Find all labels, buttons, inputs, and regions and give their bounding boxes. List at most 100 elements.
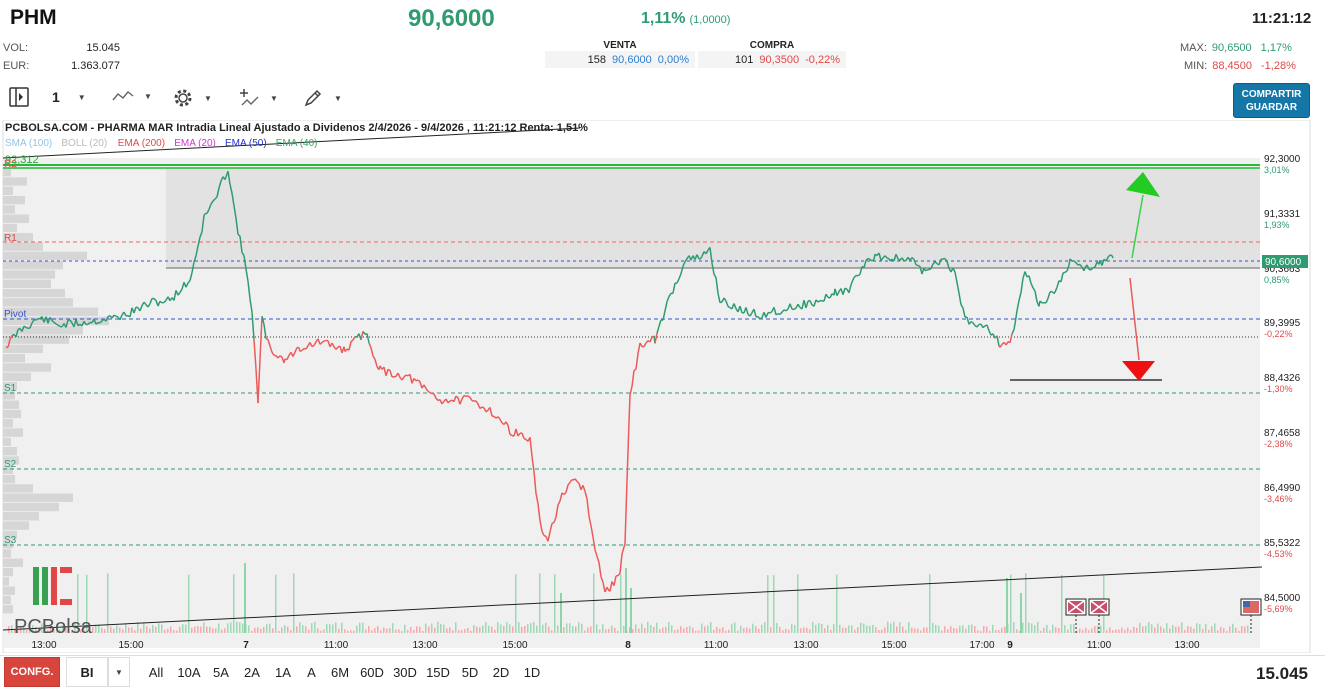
volume-bars xyxy=(8,563,1249,633)
level-r1-label: R1 xyxy=(4,233,17,244)
change-percent: 1,11% xyxy=(641,10,686,27)
last-price: 90,6000 xyxy=(408,5,495,32)
us-flag-icon[interactable] xyxy=(1240,598,1262,616)
price-axis-label: 91,3331 xyxy=(1264,209,1301,220)
range-button-1d[interactable]: 1D xyxy=(523,664,541,680)
legend-item[interactable]: SMA (100) xyxy=(5,138,52,149)
drawing-tools-button[interactable]: ▼ xyxy=(302,87,342,109)
bottom-toolbar xyxy=(0,655,1325,693)
time-axis-label: 9 xyxy=(1007,640,1013,651)
legend-item[interactable]: EMA (40) xyxy=(276,138,318,149)
price-axis-label: 88,4326 xyxy=(1264,373,1301,384)
share-label: COMPARTIR xyxy=(1241,89,1302,100)
time-axis-label: 7 xyxy=(243,640,249,651)
pcbolsa-logo: PCBolsa xyxy=(14,567,93,638)
settings-button[interactable]: ▼ xyxy=(172,87,212,109)
save-label: GUARDAR xyxy=(1245,102,1298,113)
time-axis-label: 13:00 xyxy=(31,640,56,651)
time-axis-label: 8 xyxy=(625,640,631,651)
legend-item[interactable]: BOLL (20) xyxy=(61,138,107,149)
line-chart-icon xyxy=(112,91,134,101)
range-button-2d[interactable]: 2D xyxy=(492,664,510,680)
sell-book: VENTA 158 90,6000 0,00% xyxy=(545,40,695,68)
share-save-button[interactable]: COMPARTIR GUARDAR xyxy=(1233,83,1310,118)
buy-pct: -0,22% xyxy=(805,53,840,66)
range-button-2a[interactable]: 2A xyxy=(244,664,260,680)
interval-value: 1 xyxy=(52,89,60,105)
level-pivot-label: Pivot xyxy=(4,309,26,320)
range-button-30d[interactable]: 30D xyxy=(393,664,417,680)
range-button-a[interactable]: A xyxy=(307,664,316,680)
time-axis-label: 15:00 xyxy=(502,640,527,651)
sell-row: 158 90,6000 0,00% xyxy=(545,51,695,68)
interval-select[interactable]: 1 ▼ xyxy=(52,89,86,105)
chevron-down-icon: ▼ xyxy=(204,93,212,103)
level-s1-label: S1 xyxy=(4,383,17,394)
range-button-60d[interactable]: 60D xyxy=(360,664,384,680)
down-arrow-line xyxy=(1129,277,1140,361)
range-button-5a[interactable]: 5A xyxy=(213,664,229,680)
drawing-pen-icon xyxy=(304,89,322,107)
time-axis-label: 11:00 xyxy=(704,640,729,651)
mode-select[interactable]: BI xyxy=(66,657,108,687)
chevron-down-icon: ▼ xyxy=(334,93,342,103)
panel-toggle-icon xyxy=(9,87,29,107)
panel-toggle-button[interactable] xyxy=(8,86,30,108)
sell-price: 90,6000 xyxy=(612,53,652,66)
range-button-6m[interactable]: 6M xyxy=(330,664,350,680)
buy-qty: 101 xyxy=(735,53,754,66)
price-axis-label: 90,3663 xyxy=(1264,264,1301,275)
config-button[interactable]: CONFG. xyxy=(4,657,60,687)
legend-item[interactable]: EMA (200) xyxy=(118,138,165,149)
up-arrow-line xyxy=(1131,194,1144,259)
range-button-1a[interactable]: 1A xyxy=(275,664,291,680)
indicator-legend[interactable]: SMA (100) BOLL (20) EMA (200) EMA (20) EMA (… xyxy=(5,138,317,149)
add-indicator-button[interactable]: ▼ xyxy=(238,87,278,109)
chevron-down-icon: ▼ xyxy=(144,91,152,101)
add-indicator-icon xyxy=(240,89,259,106)
chevron-down-icon: ▼ xyxy=(115,667,123,677)
legend-item[interactable]: EMA (50) xyxy=(225,138,267,149)
buy-price: 90,3500 xyxy=(759,53,800,66)
vol-label: VOL: xyxy=(3,42,29,54)
max-pct: 1,17% xyxy=(1260,42,1292,54)
current-price-tag-bg xyxy=(1262,255,1308,268)
price-chart[interactable]: PCBOLSA.COM - PHARMA MAR Intradia Lineal… xyxy=(0,120,1325,653)
chart-title: PCBOLSA.COM - PHARMA MAR Intradia Lineal… xyxy=(5,122,588,134)
price-axis-pct: -1,30% xyxy=(1264,384,1293,394)
time-axis: 13:00 15:00 7 11:00 13:00 15:00 8 11:00 13:00 15:… xyxy=(31,640,1199,651)
total-volume: 15.045 xyxy=(1256,664,1308,683)
vol-value: 15.045 xyxy=(86,42,120,54)
news-flag-icon[interactable] xyxy=(1065,598,1087,616)
range-button-all[interactable]: All xyxy=(148,664,164,680)
time-axis-label: 13:00 xyxy=(1174,640,1199,651)
price-axis-pct: -2,38% xyxy=(1264,439,1293,449)
mode-dropdown[interactable]: ▼ xyxy=(108,657,130,687)
price-axis-label: 87,4658 xyxy=(1264,428,1301,439)
news-flag-icon[interactable] xyxy=(1088,598,1110,616)
price-axis-pct: -3,46% xyxy=(1264,494,1293,504)
gear-icon xyxy=(174,89,192,107)
eur-value: 1.363.077 xyxy=(71,60,120,72)
sell-header: VENTA xyxy=(603,40,637,51)
legend-item[interactable]: EMA (20) xyxy=(174,138,216,149)
bollinger-band xyxy=(166,168,1260,268)
range-button-10a[interactable]: 10A xyxy=(177,664,201,680)
price-axis-label: 86,4990 xyxy=(1264,483,1301,494)
price-change: 1,11% (1,0000) xyxy=(641,10,730,28)
chart-type-button[interactable]: ▼ xyxy=(112,88,152,104)
watermark-text: PCBolsa xyxy=(14,616,93,638)
price-axis-label: 85,5322 xyxy=(1264,538,1301,549)
range-button-15d[interactable]: 15D xyxy=(426,664,450,680)
ticker-symbol: PHM xyxy=(10,6,57,29)
day-min: MIN: 88,4500 -1,28% xyxy=(1184,60,1296,72)
price-axis-pct: -0,22% xyxy=(1264,329,1293,339)
range-button-5d[interactable]: 5D xyxy=(461,664,479,680)
price-axis-pct: -5,69% xyxy=(1264,604,1293,614)
sell-pct: 0,00% xyxy=(657,53,689,66)
chevron-down-icon: ▼ xyxy=(77,92,86,102)
price-axis-label: 89,3995 xyxy=(1264,318,1301,329)
top-value-label: 92,312 xyxy=(5,154,39,166)
up-arrow-icon xyxy=(1126,172,1160,197)
